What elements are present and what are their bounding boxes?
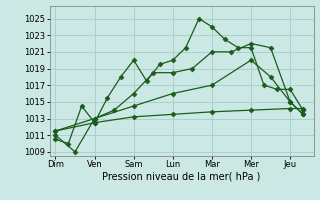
X-axis label: Pression niveau de la mer( hPa ): Pression niveau de la mer( hPa ) (102, 172, 261, 182)
